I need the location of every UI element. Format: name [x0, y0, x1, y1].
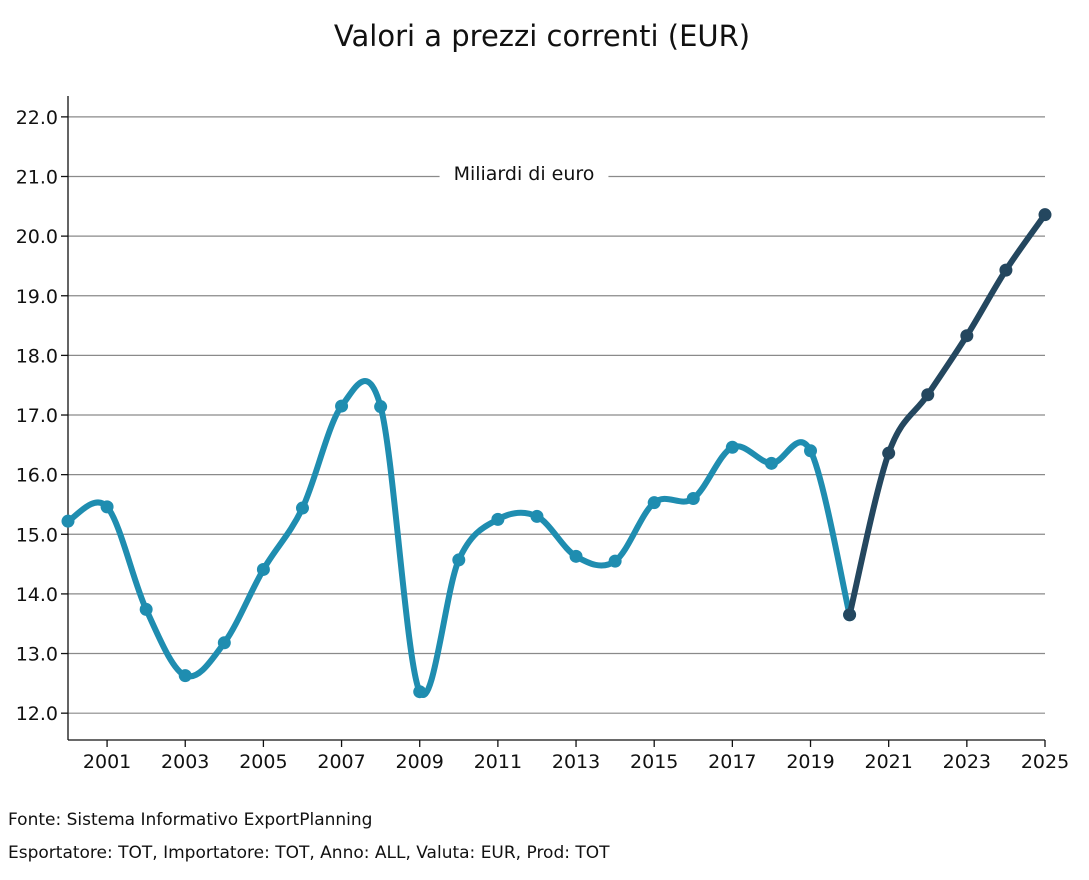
data-point-storico-2019 — [804, 444, 818, 458]
data-point-storico-2015 — [647, 496, 661, 510]
data-point-storico-2012 — [530, 509, 544, 523]
data-point-previsioni-2020 — [843, 608, 857, 622]
x-tick-label: 2025 — [1021, 751, 1069, 773]
data-point-previsioni-2022 — [921, 388, 935, 402]
x-tick-label: 2015 — [630, 751, 678, 773]
data-point-storico-2004 — [217, 636, 231, 650]
y-tick-label: 21.0 — [16, 167, 58, 189]
data-point-storico-2010 — [452, 553, 466, 567]
data-point-storico-2014 — [608, 554, 622, 568]
source-note: Fonte: Sistema Informativo ExportPlannin… — [8, 810, 373, 830]
filter-note: Esportatore: TOT, Importatore: TOT, Anno… — [8, 843, 610, 863]
series-line-storico — [65, 378, 853, 698]
axes — [61, 96, 1046, 747]
data-point-storico-2005 — [256, 562, 270, 576]
tick-labels: 12.0 13.0 14.0 15.0 16.0 17.0 18.0 19.0 20.0 21.0… — [16, 107, 1069, 773]
data-point-storico-2008 — [374, 400, 388, 414]
annotation-background — [439, 161, 609, 187]
y-tick-label: 18.0 — [16, 345, 58, 367]
y-tick-label: 22.0 — [16, 107, 58, 129]
y-tick-label: 19.0 — [16, 286, 58, 308]
x-tick-label: 2007 — [317, 751, 365, 773]
x-tick-label: 2013 — [552, 751, 600, 773]
data-point-previsioni-2024 — [999, 263, 1013, 277]
data-point-storico-2017 — [725, 440, 739, 454]
data-point-previsioni-2023 — [960, 329, 974, 343]
data-point-previsioni-2025 — [1038, 208, 1052, 222]
x-tick-label: 2021 — [865, 751, 913, 773]
data-point-storico-2000 — [61, 514, 75, 528]
data-point-storico-2011 — [491, 512, 505, 526]
y-tick-label: 14.0 — [16, 584, 58, 606]
y-tick-label: 12.0 — [16, 703, 58, 725]
y-tick-label: 17.0 — [16, 405, 58, 427]
y-tick-label: 15.0 — [16, 524, 58, 546]
x-tick-label: 2011 — [474, 751, 522, 773]
y-tick-label: 16.0 — [16, 465, 58, 487]
x-tick-label: 2009 — [396, 751, 444, 773]
x-tick-label: 2017 — [708, 751, 756, 773]
data-point-storico-2003 — [178, 669, 192, 683]
data-point-storico-2007 — [335, 399, 349, 413]
unit-annotation: Miliardi di euro — [454, 163, 595, 185]
grid-lines — [68, 116, 1045, 714]
series-layer — [61, 208, 1052, 699]
x-tick-label: 2023 — [943, 751, 991, 773]
x-tick-label: 2003 — [161, 751, 209, 773]
annotation-group: Miliardi di euro — [439, 161, 609, 187]
x-tick-label: 2019 — [786, 751, 834, 773]
y-tick-label: 20.0 — [16, 226, 58, 248]
chart-title: Valori a prezzi correnti (EUR) — [334, 19, 750, 53]
data-point-storico-2002 — [139, 602, 153, 616]
data-point-storico-2016 — [686, 492, 700, 505]
x-tick-label: 2001 — [83, 751, 131, 773]
data-point-storico-2001 — [100, 500, 114, 514]
data-point-storico-2018 — [764, 456, 778, 470]
x-tick-label: 2005 — [239, 751, 287, 773]
y-tick-label: 13.0 — [16, 644, 58, 666]
data-point-storico-2006 — [295, 501, 309, 515]
data-point-storico-2013 — [569, 549, 583, 563]
data-point-previsioni-2021 — [882, 446, 896, 460]
data-point-storico-2009 — [413, 685, 427, 699]
